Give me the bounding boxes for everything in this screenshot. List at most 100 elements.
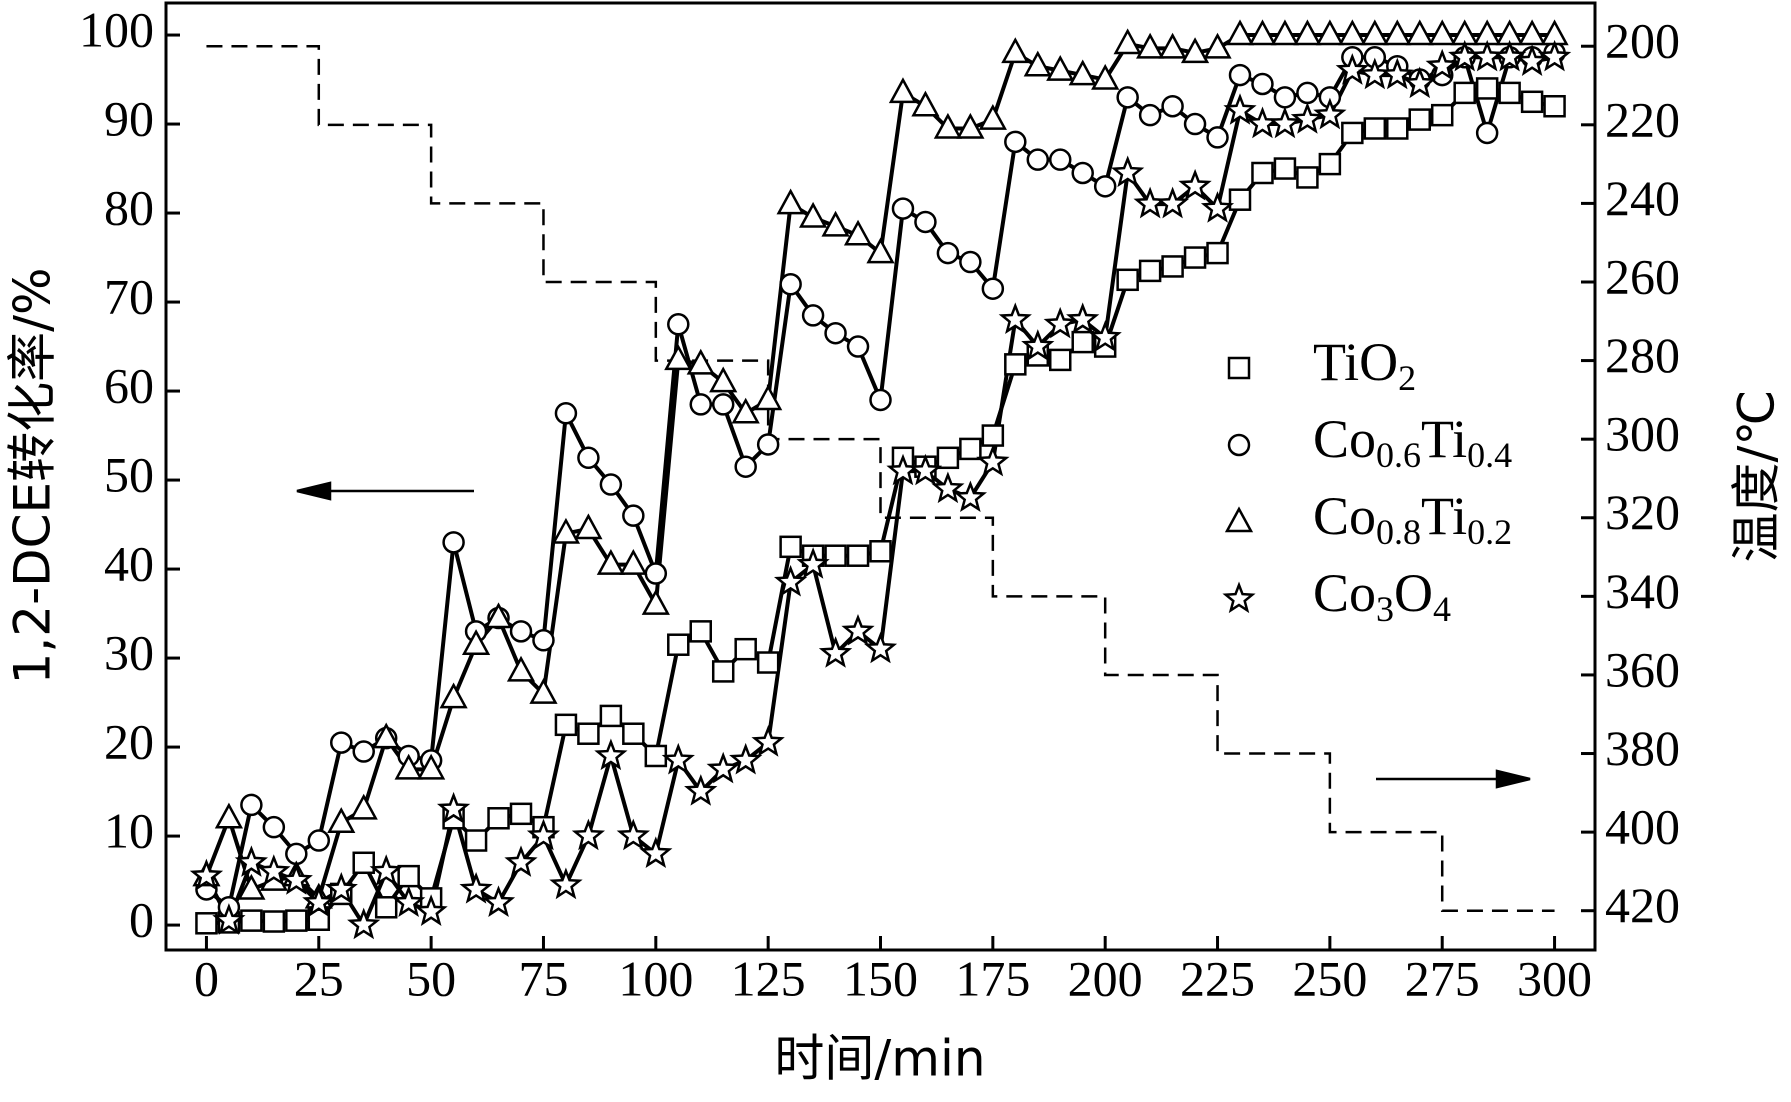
marker-square [689, 620, 713, 643]
marker-triangle [1315, 19, 1344, 46]
marker-square [464, 829, 488, 852]
marker-star [616, 818, 651, 851]
marker-star [347, 907, 381, 940]
marker-circle [959, 250, 982, 274]
marker-triangle [1405, 19, 1434, 46]
marker-triangle [394, 753, 423, 780]
marker-circle [667, 313, 690, 336]
marker-triangle [214, 802, 244, 829]
marker-circle [914, 210, 937, 234]
marker-star [818, 636, 853, 668]
marker-triangle [956, 112, 985, 139]
marker-circle [509, 620, 533, 643]
marker-square [240, 909, 263, 932]
marker-triangle [821, 210, 850, 237]
marker-circle [1116, 86, 1139, 109]
marker-triangle [731, 397, 760, 424]
marker-square [869, 540, 892, 563]
marker-triangle [641, 589, 670, 615]
marker-circle [1138, 103, 1162, 127]
marker-star [324, 872, 358, 904]
marker-circle [330, 731, 353, 754]
legend-marker [1227, 433, 1251, 457]
x-tick-label: 125 [731, 950, 806, 1006]
marker-square [1475, 77, 1499, 100]
marker-circle [801, 304, 825, 327]
y-axis-label: 1,2-DCE转化率/% [4, 268, 62, 685]
marker-square [1430, 103, 1454, 127]
marker-square [1206, 241, 1229, 265]
marker-star [1335, 53, 1370, 85]
marker-square [1386, 117, 1409, 140]
marker-circle [577, 446, 600, 470]
marker-circle [1093, 175, 1117, 198]
marker-circle [1206, 126, 1229, 149]
marker-star [504, 845, 538, 877]
marker-circle [1183, 112, 1207, 136]
x-tick-label: 175 [955, 950, 1030, 1006]
marker-star [459, 872, 493, 904]
marker-star [998, 302, 1032, 335]
marker-circle [711, 393, 735, 416]
marker-square [1453, 81, 1476, 105]
marker-star [773, 564, 808, 597]
x-tick-label: 75 [518, 950, 568, 1006]
y-tick-label: 0 [129, 892, 154, 948]
marker-triangle [1113, 28, 1142, 55]
x-axis-label: 时间/min [774, 1030, 985, 1088]
marker-triangle [709, 366, 738, 393]
marker-square [352, 851, 375, 875]
marker-triangle [1225, 19, 1255, 46]
marker-circle [981, 277, 1005, 300]
legend-label: Co0.6Ti0.4 [1313, 409, 1512, 475]
marker-star [1492, 39, 1527, 72]
y-tick-label: 80 [104, 180, 154, 236]
marker-square [711, 660, 735, 683]
marker-triangle [484, 602, 513, 629]
marker-triangle [664, 344, 693, 371]
marker-triangle [1270, 19, 1300, 46]
temperature-line [206, 44, 1555, 912]
marker-square [779, 535, 802, 559]
marker-circle [1475, 121, 1499, 145]
marker-square [1138, 259, 1162, 283]
marker-square [374, 896, 398, 919]
y-tick-label: 20 [104, 714, 154, 770]
x-tick-label: 250 [1292, 950, 1367, 1006]
marker-square [397, 864, 420, 888]
marker-triangle [1023, 50, 1052, 77]
y2-tick-label: 400 [1605, 799, 1680, 855]
x-tick-label: 150 [843, 950, 918, 1006]
marker-circle [1161, 94, 1184, 118]
marker-triangle [911, 90, 940, 117]
y2-tick-label: 240 [1605, 170, 1680, 226]
marker-triangle [551, 517, 581, 544]
marker-star [1537, 39, 1572, 72]
marker-square [667, 633, 690, 656]
marker-triangle [506, 655, 536, 682]
marker-circle [599, 473, 623, 496]
y-tick-label: 40 [104, 536, 154, 592]
marker-star [212, 903, 246, 935]
marker-triangle [1360, 19, 1389, 46]
marker-circle [869, 388, 892, 412]
marker-triangle [1517, 19, 1547, 46]
marker-star [234, 845, 269, 877]
marker-star [279, 863, 313, 895]
marker-circle [846, 335, 870, 358]
marker-square [1116, 268, 1139, 292]
marker-circle [1048, 148, 1072, 171]
marker-triangle [327, 807, 356, 833]
marker-circle [1026, 148, 1050, 171]
marker-square [285, 909, 308, 932]
marker-triangle [372, 722, 401, 749]
marker-star [594, 738, 628, 771]
marker-circle [1273, 86, 1297, 109]
marker-square [487, 807, 510, 830]
marker-star [976, 444, 1010, 477]
marker-circle [622, 504, 645, 527]
marker-square [1363, 117, 1387, 140]
marker-triangle [1338, 19, 1367, 46]
marker-star [1245, 106, 1280, 139]
legend-label: Co3O4 [1313, 563, 1451, 629]
